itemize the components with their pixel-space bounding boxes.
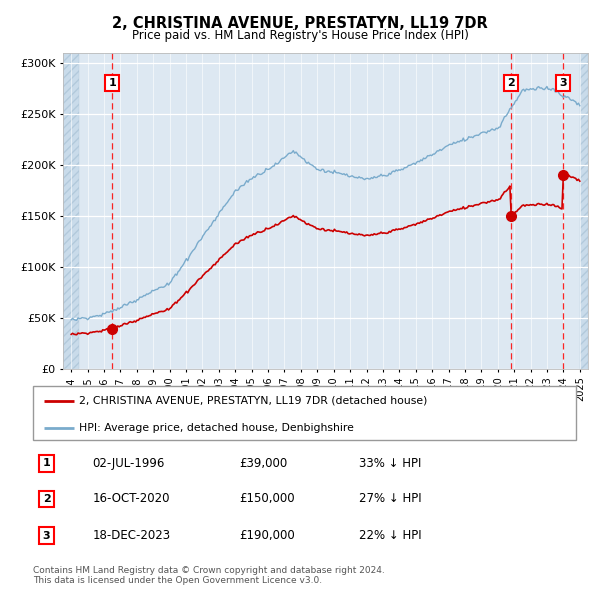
Text: 1: 1 xyxy=(43,458,50,468)
Text: 22% ↓ HPI: 22% ↓ HPI xyxy=(359,529,421,542)
Text: 3: 3 xyxy=(559,78,566,88)
Text: £190,000: £190,000 xyxy=(239,529,295,542)
Text: HPI: Average price, detached house, Denbighshire: HPI: Average price, detached house, Denb… xyxy=(79,423,354,433)
Text: Contains HM Land Registry data © Crown copyright and database right 2024.
This d: Contains HM Land Registry data © Crown c… xyxy=(33,566,385,585)
Text: 18-DEC-2023: 18-DEC-2023 xyxy=(93,529,171,542)
Bar xyxy=(580,53,588,369)
Bar xyxy=(63,53,79,369)
Text: 2: 2 xyxy=(43,494,50,504)
Text: 2, CHRISTINA AVENUE, PRESTATYN, LL19 7DR (detached house): 2, CHRISTINA AVENUE, PRESTATYN, LL19 7DR… xyxy=(79,396,428,406)
Text: 2, CHRISTINA AVENUE, PRESTATYN, LL19 7DR: 2, CHRISTINA AVENUE, PRESTATYN, LL19 7DR xyxy=(112,16,488,31)
Text: 2: 2 xyxy=(507,78,515,88)
Text: 27% ↓ HPI: 27% ↓ HPI xyxy=(359,493,421,506)
Text: Price paid vs. HM Land Registry's House Price Index (HPI): Price paid vs. HM Land Registry's House … xyxy=(131,29,469,42)
Text: 3: 3 xyxy=(43,530,50,540)
Text: £39,000: £39,000 xyxy=(239,457,287,470)
Text: 02-JUL-1996: 02-JUL-1996 xyxy=(93,457,165,470)
Text: 1: 1 xyxy=(109,78,116,88)
Text: 33% ↓ HPI: 33% ↓ HPI xyxy=(359,457,421,470)
Text: 16-OCT-2020: 16-OCT-2020 xyxy=(93,493,170,506)
Text: £150,000: £150,000 xyxy=(239,493,295,506)
